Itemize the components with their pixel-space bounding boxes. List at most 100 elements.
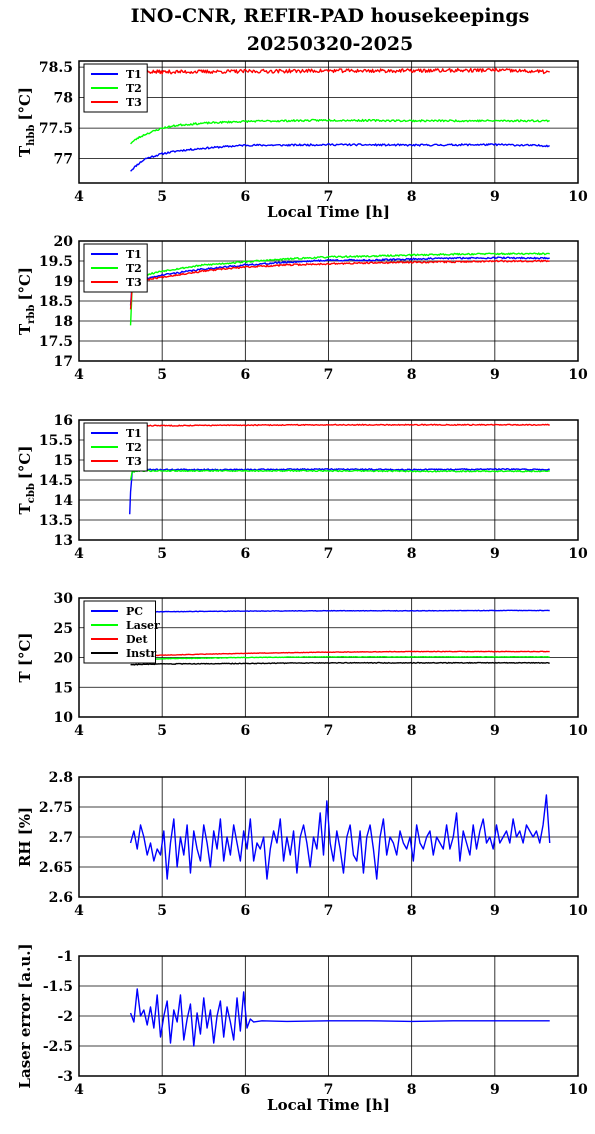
series-group [129, 423, 551, 515]
x-tick-label: 7 [324, 903, 334, 919]
series-line [129, 794, 551, 880]
y-axis-label-unit: [°C] [16, 446, 34, 480]
legend-label-t2: T2 [126, 441, 142, 454]
y-axis-label-subscript: hbb [26, 125, 37, 146]
y-tick-label: -1 [57, 949, 73, 965]
y-tick-label: 13 [54, 533, 73, 549]
y-tick-label: 2.7 [49, 830, 73, 846]
legend-label-t1: T1 [126, 427, 142, 440]
legend-label-t2: T2 [126, 82, 142, 95]
series-group [129, 794, 551, 880]
legend-label-t1: T1 [126, 68, 142, 81]
x-tick-label: 7 [324, 1082, 334, 1098]
y-axis-label-unit: [°C] [16, 267, 34, 301]
y-tick-label: -2.5 [43, 1039, 73, 1055]
x-tick-label: 9 [490, 367, 500, 383]
y-tick-label: 15.5 [39, 433, 73, 449]
legend-label-t3: T3 [126, 276, 142, 289]
x-tick-label: 8 [407, 367, 417, 383]
legend-label-laser: Laser [126, 619, 160, 632]
y-tick-label: -1.5 [43, 979, 73, 995]
figure-title-line1: INO-CNR, REFIR-PAD housekeepings [131, 5, 530, 27]
y-tick-label: 78.5 [39, 60, 73, 76]
chart-panel-2: 17 17.5 18 18.5 19 19.5 20 4 5 6 7 8 9 10 Trbb [°C] T1T2… [16, 234, 588, 383]
x-tick-label: 5 [157, 903, 167, 919]
x-tick-label: 5 [157, 723, 167, 739]
x-tick-label: 6 [240, 723, 250, 739]
plot-frame [78, 419, 579, 541]
chart-panel-3: 13 13.5 14 14.5 15 15.5 16 4 5 6 7 8 9 10 Tcbb [°C] T1T2… [16, 413, 588, 562]
y-tick-label: -2 [57, 1009, 73, 1025]
y-axis-label-main: T [16, 323, 34, 335]
plot-frame [78, 597, 579, 718]
y-tick-label: 78 [54, 91, 73, 107]
x-tick-label: 10 [568, 723, 588, 739]
legend-label-t2: T2 [126, 262, 142, 275]
y-tick-label: 30 [54, 591, 74, 607]
y-tick-label: 2.65 [39, 860, 73, 876]
y-axis-label-main: RH [%] [16, 807, 34, 867]
y-tick-label: 10 [54, 710, 74, 726]
x-tick-label: 7 [324, 367, 334, 383]
y-tick-label: 14 [54, 493, 74, 509]
y-tick-label: 15 [54, 453, 73, 469]
plot-frame [78, 240, 579, 362]
series-line [129, 988, 550, 1047]
x-tick-label: 6 [240, 367, 250, 383]
y-axis-label: Thbb [°C] [16, 87, 37, 157]
x-tick-label: 4 [74, 367, 84, 383]
y-axis-label: RH [%] [16, 807, 34, 867]
y-tick-label: 77 [54, 152, 73, 168]
y-tick-label: 20 [54, 234, 74, 250]
series-line-t2 [129, 252, 550, 326]
y-axis-label: Tcbb [°C] [16, 446, 37, 515]
x-tick-label: 4 [74, 1082, 84, 1098]
figure-title-line2: 20250320-2025 [247, 33, 414, 55]
y-axis-label-main: Laser error [a.u.] [16, 943, 34, 1088]
series-line-t1 [129, 256, 550, 306]
y-axis-label-unit: [°C] [16, 87, 34, 121]
series-group [130, 609, 550, 666]
x-axis-label: Local Time [h] [267, 203, 390, 221]
series-line-t1 [130, 142, 550, 172]
plot-frame [78, 955, 579, 1077]
series-line-t3 [130, 423, 550, 427]
y-tick-label: 19 [54, 274, 73, 290]
x-axis-label: Local Time [h] [267, 1096, 390, 1114]
x-tick-label: 6 [240, 1082, 250, 1098]
x-tick-label: 4 [74, 546, 84, 562]
y-tick-label: 17.5 [39, 334, 73, 350]
chart-panel-5: 2.6 2.65 2.7 2.75 2.8 4 5 6 7 8 9 10 RH [%] [16, 770, 588, 919]
chart-panel-6: -3 -2.5 -2 -1.5 -1 4 5 6 7 8 9 10 Local Time [h] Lase… [16, 943, 588, 1114]
x-tick-label: 8 [407, 723, 417, 739]
x-tick-label: 4 [74, 903, 84, 919]
y-tick-label: 18.5 [39, 294, 73, 310]
series-line-laser [130, 655, 550, 661]
y-tick-label: 77.5 [39, 121, 73, 137]
x-tick-label: 10 [568, 1082, 588, 1098]
x-tick-label: 10 [568, 903, 588, 919]
y-tick-label: 14.5 [39, 473, 73, 489]
legend-label-t3: T3 [126, 455, 142, 468]
x-tick-label: 9 [490, 546, 500, 562]
series-group [129, 252, 550, 326]
x-tick-label: 5 [157, 367, 167, 383]
x-tick-label: 8 [407, 903, 417, 919]
y-tick-label: 2.75 [39, 800, 73, 816]
series-line-t3 [129, 259, 550, 310]
x-tick-label: 5 [157, 189, 167, 205]
x-tick-label: 8 [407, 189, 417, 205]
series-line-det [130, 650, 550, 658]
y-axis-label: Laser error [a.u.] [16, 943, 34, 1088]
y-axis-label: T [°C] [16, 632, 34, 682]
y-axis-label: Trbb [°C] [16, 267, 37, 335]
y-axis-label-subscript: rbb [26, 305, 37, 324]
x-tick-label: 8 [407, 546, 417, 562]
series-line-instr [130, 661, 550, 666]
series-line-pc [130, 609, 550, 614]
y-tick-label: 19.5 [39, 254, 73, 270]
